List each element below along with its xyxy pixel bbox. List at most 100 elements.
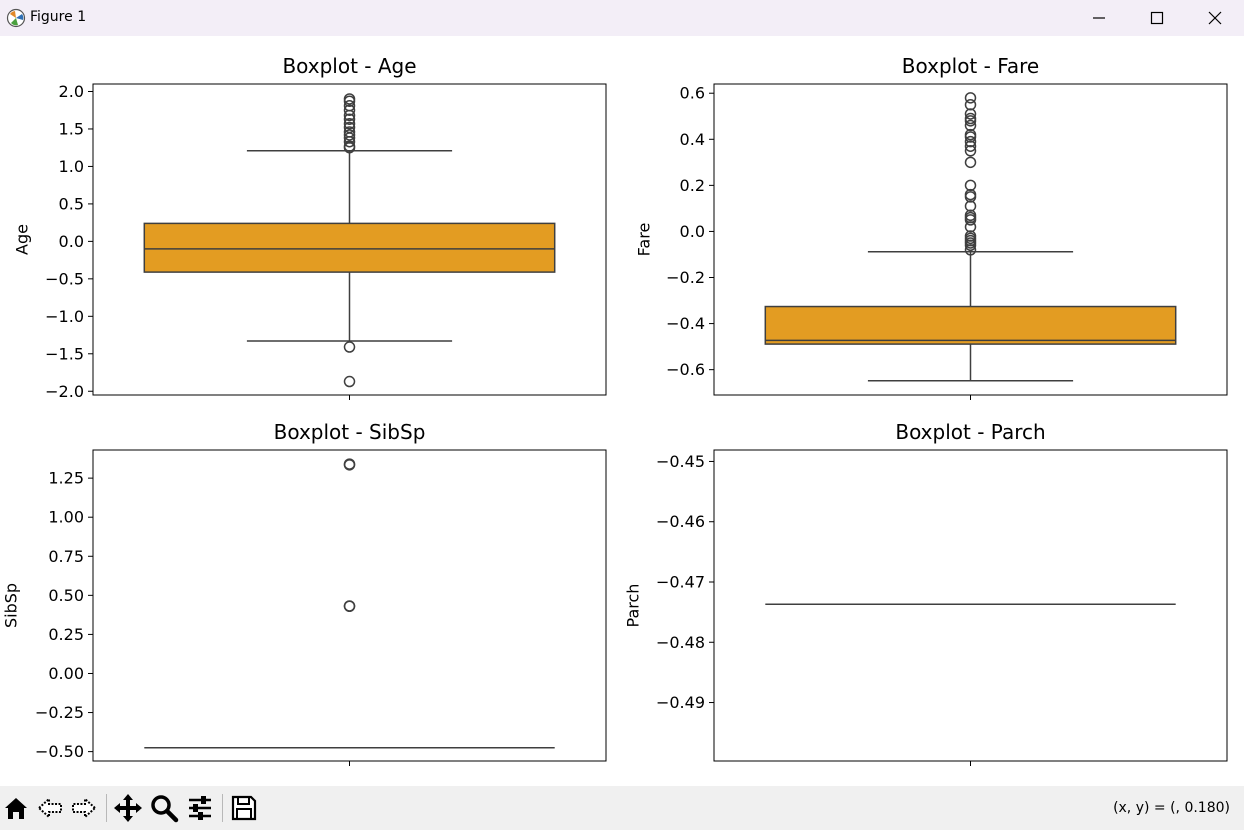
zoom-button[interactable] bbox=[148, 792, 180, 824]
back-arrow-icon bbox=[37, 796, 62, 820]
back-button[interactable] bbox=[34, 792, 66, 824]
y-tick-label: −0.2 bbox=[666, 268, 705, 287]
y-tick-label: −0.5 bbox=[45, 269, 84, 288]
y-tick-label: 0.25 bbox=[48, 625, 84, 644]
y-tick-label: −2.0 bbox=[45, 382, 84, 401]
zoom-magnifier-icon bbox=[151, 795, 179, 823]
y-tick-label: −0.47 bbox=[656, 572, 705, 591]
cursor-coordinates: (x, y) = (, 0.180) bbox=[1113, 800, 1230, 816]
outlier-point bbox=[343, 129, 356, 141]
outlier-point bbox=[343, 93, 356, 105]
pan-move-icon bbox=[114, 794, 142, 822]
y-tick-label: 0.6 bbox=[680, 84, 705, 103]
y-axis-label: Fare bbox=[635, 223, 654, 257]
close-icon bbox=[1208, 11, 1222, 25]
outlier-point bbox=[964, 145, 977, 157]
configure-subplots-button[interactable] bbox=[184, 792, 216, 824]
outlier-point bbox=[343, 117, 356, 130]
y-tick-label: 1.0 bbox=[59, 157, 84, 176]
y-tick-label: 0.4 bbox=[680, 130, 705, 149]
y-axis-label: Age bbox=[13, 224, 32, 255]
outlier-point bbox=[964, 214, 977, 226]
y-axis-label: SibSp bbox=[2, 583, 21, 628]
box-iqr bbox=[143, 222, 556, 273]
forward-arrow-icon bbox=[72, 796, 97, 820]
maximize-button[interactable] bbox=[1128, 0, 1186, 36]
toolbar-separator bbox=[106, 794, 107, 822]
axes-frame bbox=[713, 449, 1228, 762]
outlier-point bbox=[343, 113, 356, 125]
y-tick-label: 0.0 bbox=[680, 222, 705, 241]
y-tick-label: −0.48 bbox=[656, 633, 705, 652]
y-tick-label: −0.46 bbox=[656, 512, 705, 531]
y-axis-label: Parch bbox=[624, 584, 643, 628]
y-tick-label: −0.4 bbox=[666, 314, 705, 333]
outlier-point bbox=[964, 98, 977, 111]
box-iqr bbox=[764, 305, 1177, 345]
y-tick-label: 0.75 bbox=[48, 547, 84, 566]
y-tick-label: 0.50 bbox=[48, 586, 84, 605]
chart-title: Boxplot - SibSp bbox=[274, 420, 426, 444]
outlier-point bbox=[343, 126, 356, 138]
outlier-point bbox=[964, 92, 977, 104]
outlier-point bbox=[964, 140, 977, 152]
axes-frame bbox=[92, 83, 607, 396]
y-tick-label: 1.00 bbox=[48, 508, 84, 527]
save-disk-icon bbox=[231, 795, 257, 821]
y-tick-label: −0.6 bbox=[666, 360, 705, 379]
outlier-point bbox=[343, 600, 356, 613]
outlier-point bbox=[343, 104, 356, 116]
y-tick-label: 0.2 bbox=[680, 176, 705, 195]
outlier-point bbox=[964, 179, 977, 192]
matplotlib-icon bbox=[6, 8, 26, 28]
y-tick-label: 2.0 bbox=[59, 82, 84, 101]
y-tick-label: 0.00 bbox=[48, 664, 84, 683]
outlier-point bbox=[343, 459, 356, 471]
axes-frame bbox=[92, 449, 607, 762]
y-tick-label: −1.0 bbox=[45, 307, 84, 326]
outlier-point bbox=[964, 108, 977, 120]
figure-svg: Boxplot - Age Age 2.0 1.5 1.0 0.5 0.0 −0.5 −1.0 −… bbox=[2, 54, 1228, 766]
outlier-point bbox=[964, 221, 977, 233]
y-tick-label: −0.45 bbox=[656, 452, 705, 471]
navigation-toolbar: (x, y) = (, 0.180) bbox=[0, 786, 1244, 830]
outlier-point bbox=[343, 121, 356, 134]
home-icon bbox=[5, 798, 27, 819]
toolbar-separator bbox=[222, 794, 223, 822]
forward-button[interactable] bbox=[68, 792, 100, 824]
y-tick-label: 0.5 bbox=[59, 194, 84, 213]
minimize-button[interactable] bbox=[1070, 0, 1128, 36]
maximize-icon bbox=[1150, 11, 1164, 25]
y-tick-label: −0.50 bbox=[35, 742, 84, 761]
outlier-point bbox=[964, 135, 977, 148]
outlier-point bbox=[964, 131, 977, 143]
y-tick-label: −0.49 bbox=[656, 693, 705, 712]
chart-title: Boxplot - Parch bbox=[895, 420, 1045, 444]
window-titlebar: Figure 1 bbox=[0, 0, 1244, 36]
y-tick-label: −0.25 bbox=[35, 703, 84, 722]
y-tick-label: 0.0 bbox=[59, 232, 84, 251]
y-tick-label: −1.5 bbox=[45, 344, 84, 363]
pan-button[interactable] bbox=[112, 792, 144, 824]
save-button[interactable] bbox=[228, 792, 260, 824]
minimize-icon bbox=[1093, 17, 1105, 19]
figure-canvas[interactable]: Boxplot - Age Age 2.0 1.5 1.0 0.5 0.0 −0.5 −1.0 −… bbox=[0, 36, 1244, 786]
window-title: Figure 1 bbox=[30, 9, 87, 25]
outlier-point bbox=[964, 239, 977, 252]
axes-frame bbox=[713, 83, 1228, 396]
chart-title: Boxplot - Age bbox=[282, 54, 416, 78]
home-button[interactable] bbox=[0, 792, 32, 824]
outlier-point bbox=[964, 156, 977, 169]
outlier-point bbox=[343, 99, 356, 112]
configure-subplots-icon bbox=[189, 796, 211, 820]
close-button[interactable] bbox=[1186, 0, 1244, 36]
outlier-point bbox=[964, 200, 977, 212]
outlier-point bbox=[964, 244, 977, 256]
outlier-point bbox=[964, 115, 977, 127]
y-tick-label: 1.25 bbox=[48, 469, 84, 488]
outlier-point bbox=[964, 119, 977, 132]
outlier-point bbox=[964, 191, 977, 203]
y-tick-label: 1.5 bbox=[59, 119, 84, 138]
outlier-point bbox=[343, 341, 356, 353]
chart-title: Boxplot - Fare bbox=[902, 54, 1039, 78]
